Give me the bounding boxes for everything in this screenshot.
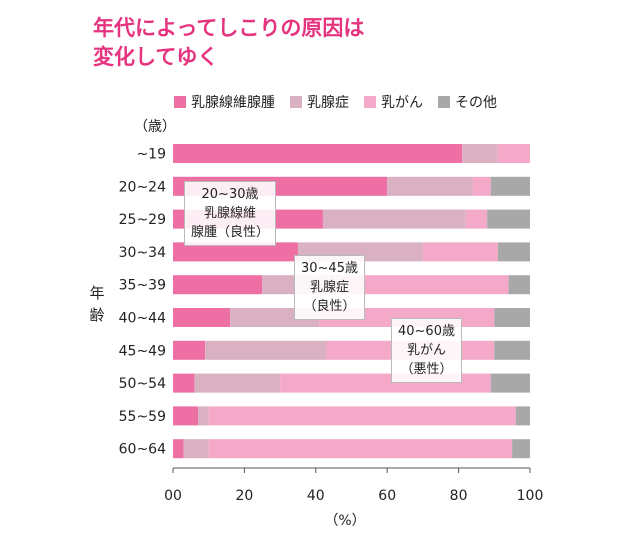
x-tick-label: 80 [450, 488, 468, 504]
bar-segment [173, 308, 231, 327]
y-tick-label: ~19 [136, 147, 166, 163]
chart-title: 年代によってしこりの原因は 変化してゆく [93, 14, 364, 72]
y-tick-label: 35~39 [119, 278, 166, 294]
bar-segment [205, 340, 327, 360]
y-axis-label: 年齢 [89, 284, 104, 324]
y-tick-label: 50~54 [119, 376, 166, 392]
bar-segment [197, 406, 209, 426]
legend-label-fibroadenoma: 乳腺線維腺腫 [191, 95, 275, 111]
bar-segment [208, 439, 513, 459]
bar-segment [422, 242, 498, 262]
legend-label-mastopathy: 乳腺症 [307, 95, 349, 111]
y-tick-label: 40~44 [119, 311, 166, 327]
legend-swatch-mastopathy [290, 96, 302, 108]
bar-segment [387, 176, 473, 196]
legend-item-fibroadenoma: 乳腺線維腺腫 [174, 92, 275, 112]
x-tick-label: 100 [517, 488, 544, 504]
annotation-line: 20~30歳 [201, 187, 259, 202]
y-tick-label: 60~64 [119, 442, 166, 458]
annotation-line: 乳腺線維 [204, 206, 257, 221]
y-tick-label: 30~34 [119, 245, 166, 261]
legend-label-other: その他 [455, 95, 497, 111]
annotation-line: （悪性） [400, 362, 453, 377]
title-line-1: 年代によってしこりの原因は [93, 16, 365, 40]
legend: 乳腺線維腺腫 乳腺症 乳がん その他 [174, 92, 497, 112]
y-tick-label: 20~24 [119, 179, 166, 195]
bar-segment [487, 209, 530, 229]
axes-group: （歳） 年齢 （%） ~19 20~24 25~29 30~34 35~39 40~44 4… [89, 119, 543, 529]
title-line-2: 変化してゆく [93, 45, 219, 69]
y-axis-label-char: 年 [89, 284, 104, 302]
y-axis-label-char: 齢 [89, 306, 104, 324]
annotation-line: （良性） [303, 299, 356, 314]
annotation-line: 腺腫（良性） [191, 225, 270, 240]
bar-segment [490, 373, 530, 393]
y-unit-label: （歳） [134, 119, 176, 135]
bar-segment [173, 439, 184, 459]
annotation-fibroadenoma: 20~30歳 乳腺線維 腺腫（良性） [184, 181, 277, 246]
annotation-mastopathy: 30~45歳 乳腺症 （良性） [294, 255, 365, 320]
bar-segment [465, 209, 488, 229]
legend-label-cancer: 乳がん [381, 95, 423, 111]
bar-segment [347, 275, 509, 295]
bar-segment [194, 373, 281, 393]
bar-segment [173, 340, 206, 360]
bar-segment [173, 373, 195, 393]
bar-segment [472, 176, 491, 196]
x-tick-label: 20 [235, 488, 253, 504]
x-tick-label: 00 [164, 488, 182, 504]
bar-segment [494, 308, 530, 327]
bar-segment [173, 242, 298, 262]
bar-segment [515, 406, 530, 426]
x-tick-label: 40 [307, 488, 325, 504]
legend-item-mastopathy: 乳腺症 [290, 92, 349, 112]
annotation-line: 乳腺症 [309, 280, 349, 295]
y-tick-label: 45~49 [119, 343, 166, 359]
annotation-cancer: 40~60歳 乳がん （悪性） [391, 318, 462, 383]
bar-segment [494, 340, 530, 360]
y-tick-label: 25~29 [119, 212, 166, 228]
bar-segment [173, 275, 263, 295]
bar-segment [322, 209, 466, 229]
annotation-line: 乳がん [406, 343, 446, 358]
bar-segment [173, 406, 198, 426]
annotation-line: 30~45歳 [301, 261, 358, 276]
x-tick-label: 60 [378, 488, 396, 504]
bar-segment [208, 406, 516, 426]
x-axis-label: （%） [324, 513, 365, 529]
bar-segment [497, 242, 530, 262]
legend-swatch-other [438, 96, 450, 108]
bar-segment [183, 439, 209, 459]
legend-item-other: その他 [438, 92, 497, 112]
bar-segment [497, 144, 530, 163]
bar-segment [462, 144, 498, 163]
legend-swatch-cancer [364, 96, 376, 108]
y-tick-label: 55~59 [119, 409, 166, 425]
legend-swatch-fibroadenoma [174, 96, 186, 108]
bar-segment [508, 275, 530, 295]
bar-segment [512, 439, 530, 459]
legend-item-cancer: 乳がん [364, 92, 423, 112]
bar-segment [490, 176, 530, 196]
annotation-line: 40~60歳 [398, 324, 455, 339]
bar-segment [173, 144, 463, 163]
